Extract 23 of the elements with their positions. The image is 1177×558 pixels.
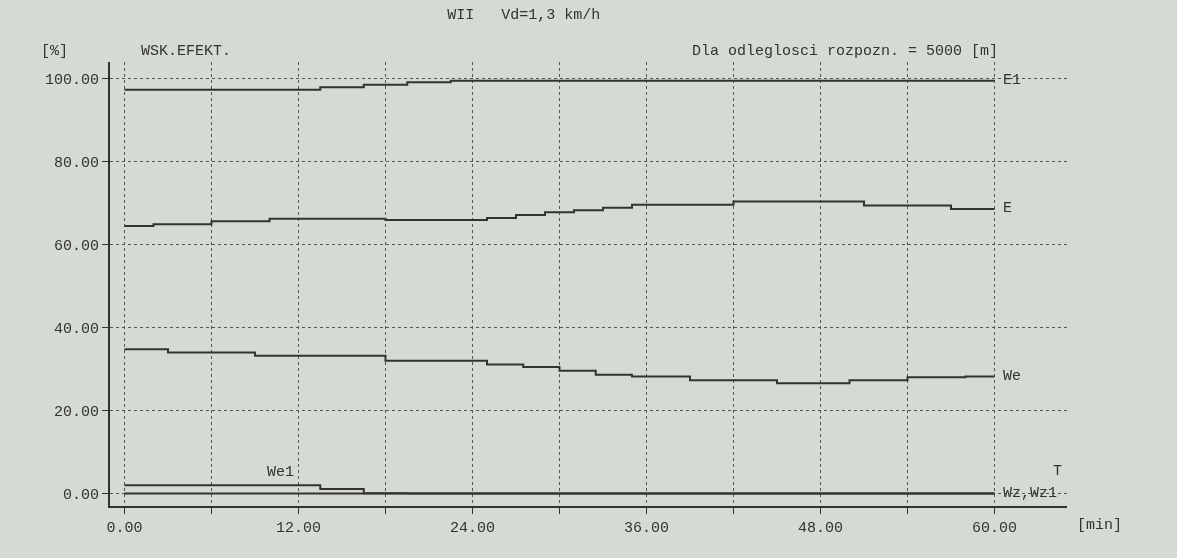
y-axis-title: [%] — [41, 43, 69, 60]
y-tick-label: 80.00 — [53, 154, 99, 172]
chart-subtitle: Dla odleglosci rozpozn. = 5000 [m] — [692, 43, 999, 60]
y-tick-label: 60.00 — [53, 237, 99, 255]
y-tick-label: 40.00 — [53, 320, 99, 338]
text: WSK.EFEKT. — [141, 43, 232, 60]
x-axis-title: T — [1053, 463, 1063, 480]
series-label: E — [1003, 200, 1013, 217]
series-label: Wz,Wz1 — [1003, 485, 1058, 502]
x-tick-label: 48.00 — [797, 520, 844, 537]
y-tick-label: 20.00 — [53, 403, 99, 421]
text: [min] — [1077, 517, 1123, 534]
x-tick-label: 0.00 — [106, 520, 143, 537]
series-label: We1 — [267, 464, 295, 481]
y-tick-label: 100.00 — [44, 71, 99, 89]
chart-title: WII Vd=1,3 km/h — [447, 6, 601, 24]
x-tick-label: 36.00 — [623, 520, 670, 537]
series-label: E1 — [1003, 72, 1022, 89]
y-tick-label: 0.00 — [62, 486, 99, 504]
x-tick-label: 12.00 — [275, 520, 322, 537]
x-tick-label: 60.00 — [971, 520, 1018, 537]
x-tick-label: 24.00 — [449, 520, 496, 537]
series-label: We — [1003, 368, 1022, 385]
